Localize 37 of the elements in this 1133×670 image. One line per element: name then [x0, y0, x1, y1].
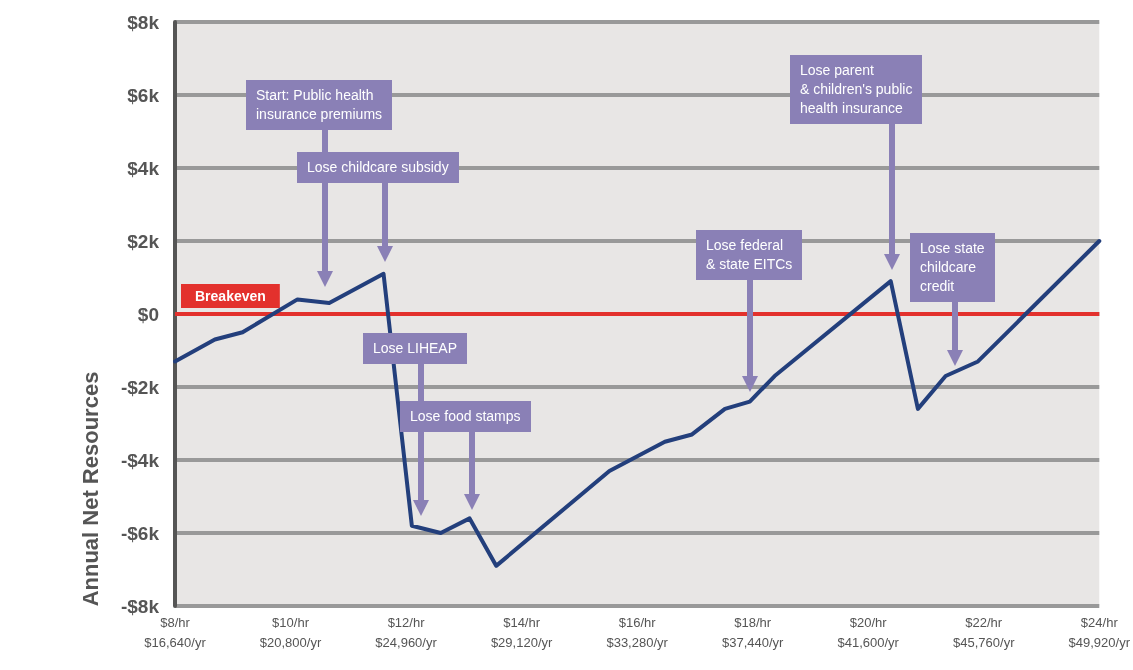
x2-tick-label: $33,280/yr [606, 635, 669, 650]
x-tick-label: $22/hr [965, 615, 1003, 630]
annotation: Start: Public health insurance premiums [246, 80, 393, 130]
x2-tick-label: $49,920/yr [1068, 635, 1131, 650]
y-tick-label: $6k [127, 84, 160, 106]
annotation: Lose childcare subsidy [297, 152, 459, 183]
x2-tick-label: $24,960/yr [375, 635, 438, 650]
y-tick-label: $4k [127, 157, 160, 179]
y-tick-label: $8k [127, 11, 160, 33]
x-tick-label: $24/hr [1080, 615, 1119, 630]
y-tick-label: -$2k [120, 376, 160, 398]
x-tick-label: $10/hr [272, 615, 310, 630]
x2-tick-label: $45,760/yr [953, 635, 1016, 650]
annotation: Lose LIHEAP [363, 333, 468, 364]
x-tick-label: $20/hr [849, 615, 888, 630]
x-tick-label: $18/hr [734, 615, 772, 630]
annotation: Lose state childcare credit [910, 233, 995, 302]
annotation: Lose food stamps [400, 401, 531, 432]
y-axis-title: Annual Net Resources [77, 371, 103, 607]
y-tick-label: $2k [127, 230, 160, 252]
ref-line-label: Breakeven [195, 288, 266, 304]
y-tick-label: $0 [137, 303, 159, 325]
y-tick-label: -$8k [120, 595, 160, 617]
annotation: Lose federal & state EITCs [696, 230, 803, 280]
y-tick-label: -$6k [120, 522, 160, 544]
line-series [173, 239, 1102, 568]
x2-tick-label: $16,640/yr [144, 635, 207, 650]
x-tick-label: $14/hr [503, 615, 541, 630]
x2-tick-label: $37,440/yr [721, 635, 785, 650]
annotation: Lose parent & children's public health insurance [790, 55, 923, 124]
x2-tick-label: $41,600/yr [837, 635, 900, 650]
x-tick-label: $8/hr [160, 615, 191, 630]
y-tick-label: -$4k [120, 449, 160, 471]
x2-tick-label: $20,800/yr [259, 635, 322, 650]
x2-tick-label: $29,120/yr [490, 635, 553, 650]
x-tick-label: $16/hr [618, 615, 657, 630]
x-tick-label: $12/hr [387, 615, 426, 630]
